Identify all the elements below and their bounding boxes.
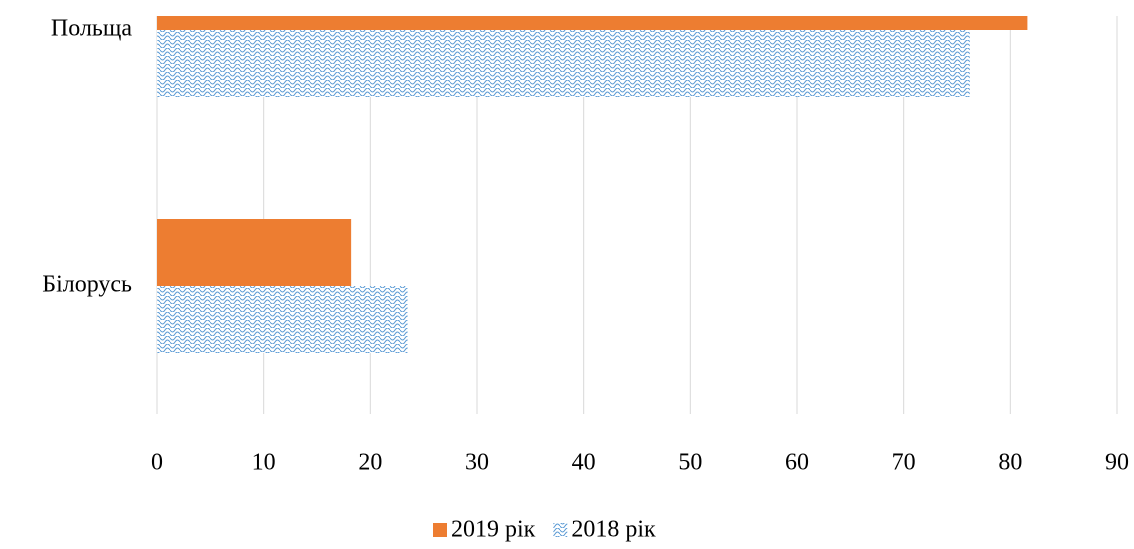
- x-tick-label: 20: [358, 450, 382, 476]
- x-tick-label: 70: [892, 450, 916, 476]
- x-tick-label: 50: [678, 450, 702, 476]
- y-tick-label: Польща: [51, 16, 132, 42]
- bar: [157, 286, 408, 353]
- legend-swatch: [433, 523, 447, 537]
- x-tick-label: 10: [252, 450, 276, 476]
- x-tick-label: 90: [1105, 450, 1129, 476]
- x-tick-label: 40: [572, 450, 596, 476]
- bar: [157, 30, 970, 97]
- bar: [157, 16, 1028, 30]
- legend-label: 2019 рік: [451, 517, 536, 543]
- x-tick-label: 80: [998, 450, 1022, 476]
- bar: [157, 219, 352, 286]
- x-tick-label: 30: [465, 450, 489, 476]
- y-tick-label: Білорусь: [42, 272, 132, 298]
- plot-area: [156, 16, 1118, 414]
- x-tick-label: 0: [151, 450, 163, 476]
- legend-swatch: [553, 523, 568, 537]
- legend-label: 2018 рік: [571, 517, 656, 543]
- x-tick-label: 60: [785, 450, 809, 476]
